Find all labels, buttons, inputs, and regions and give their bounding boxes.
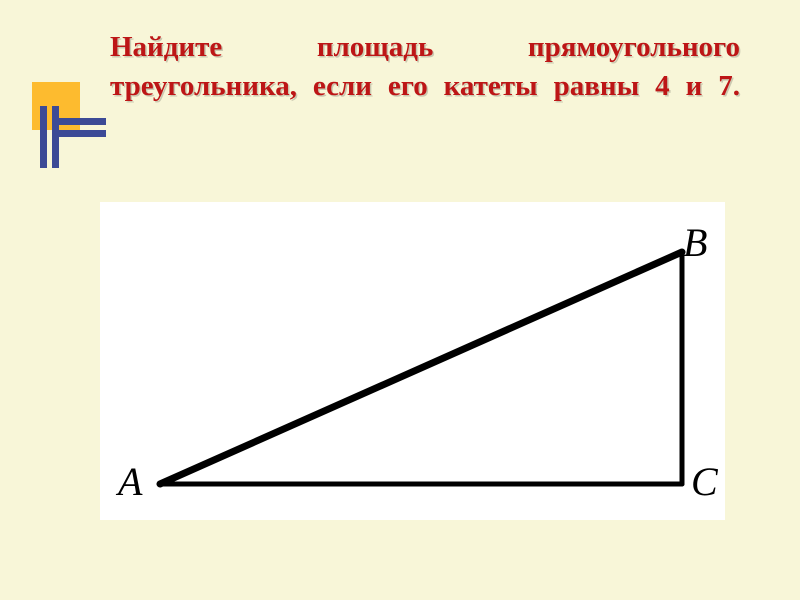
vertex-label-b: B [683, 220, 707, 265]
triangle-hypotenuse [160, 252, 682, 484]
logo-vertical-bar [40, 106, 47, 168]
decorative-logo [20, 50, 105, 170]
vertex-label-a: A [115, 459, 143, 504]
problem-title: Найдите площадь прямоугольного треугольн… [110, 28, 740, 106]
triangle-svg: A B C [100, 202, 725, 520]
vertex-label-c: C [691, 459, 719, 504]
logo-horizontal-bar [58, 130, 106, 137]
triangle-diagram: A B C [100, 202, 725, 520]
logo-vertical-bar [52, 106, 59, 168]
logo-horizontal-bar [58, 118, 106, 125]
